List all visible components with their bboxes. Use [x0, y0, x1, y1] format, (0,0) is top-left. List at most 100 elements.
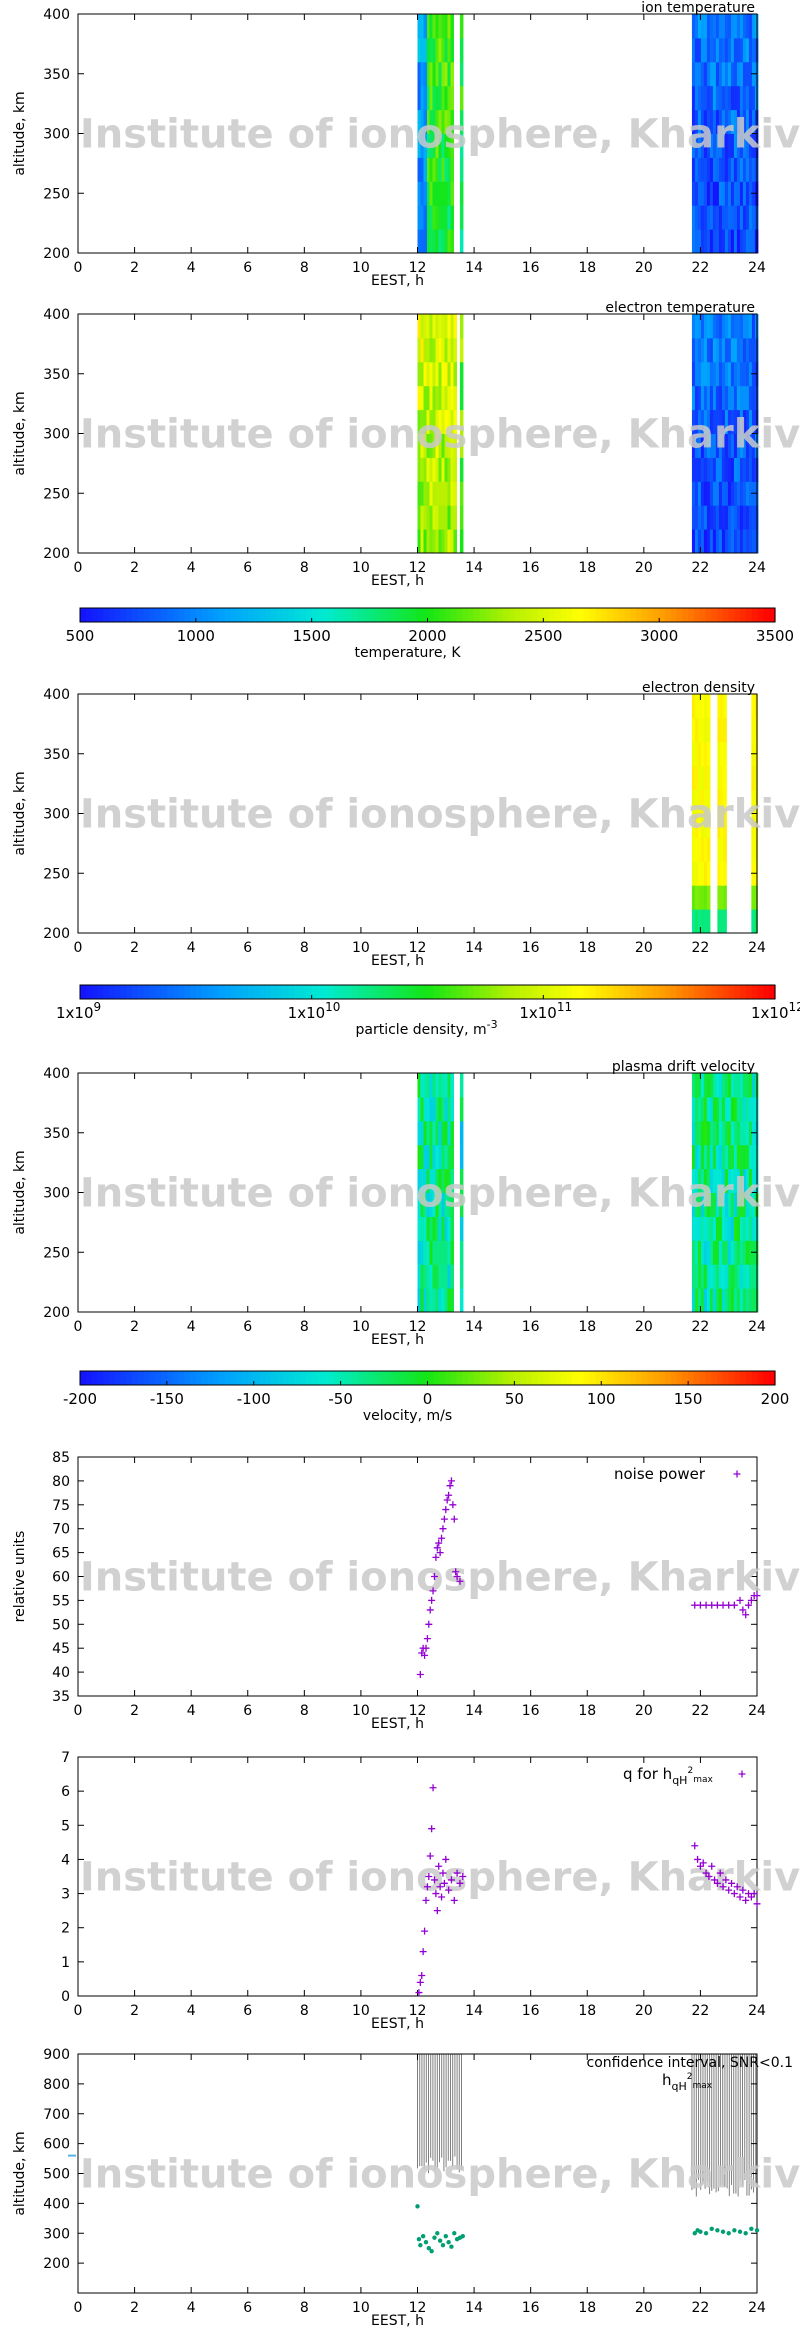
- heat-cell: [450, 1168, 454, 1193]
- heat-cell: [706, 481, 711, 506]
- heat-cell: [724, 1264, 729, 1289]
- heat-cell: [444, 1192, 448, 1217]
- y-tick-label: 200: [43, 246, 70, 262]
- heat-cell: [717, 741, 721, 767]
- heat-cell: [721, 361, 726, 387]
- x-tick-label: 12: [409, 260, 427, 276]
- colorbar-segment: [149, 1371, 156, 1385]
- colorbar-segment: [369, 985, 376, 999]
- heat-cell: [435, 1216, 439, 1241]
- heat-cell: [712, 1264, 717, 1289]
- colorbar-tick-label: 1x1012: [751, 1000, 800, 1022]
- colorbar-segment: [514, 985, 521, 999]
- heat-cell: [429, 14, 433, 39]
- heat-cell: [700, 1240, 705, 1265]
- colorbar-segment: [751, 1371, 759, 1385]
- heat-cell: [718, 109, 723, 134]
- x-tick-label: 0: [74, 2003, 83, 2019]
- heat-cell: [709, 1096, 714, 1122]
- heat-cell: [694, 1120, 699, 1146]
- heat-cell: [733, 1264, 738, 1289]
- colorbar-segment: [242, 608, 249, 622]
- colorbar-segment: [247, 985, 255, 999]
- heat-cell: [733, 1168, 738, 1193]
- heat-cell: [694, 1216, 699, 1241]
- data-point: [426, 1606, 434, 1614]
- heat-cell: [700, 813, 705, 838]
- heat-cell: [709, 314, 714, 339]
- x-tick-label: 16: [522, 2300, 540, 2316]
- heat-cell: [423, 1120, 427, 1146]
- x-tick-label: 24: [748, 260, 766, 276]
- heat-cell: [426, 505, 430, 530]
- heat-cell: [429, 361, 433, 387]
- heat-cell: [748, 1216, 753, 1241]
- heat-cell: [441, 229, 445, 254]
- heat-cell: [420, 361, 424, 387]
- data-point: [420, 2234, 426, 2239]
- colorbar-segment: [485, 985, 492, 999]
- y-tick-label: 350: [43, 747, 70, 763]
- data-point: [422, 1896, 430, 1904]
- heat-cell: [691, 1120, 696, 1146]
- heat-cell: [709, 1120, 714, 1146]
- heat-cell: [745, 109, 750, 134]
- x-tick-label: 14: [465, 1319, 483, 1335]
- heat-cell: [444, 481, 448, 506]
- heat-cell: [450, 181, 454, 206]
- heat-cell: [435, 133, 439, 158]
- heat-cell: [447, 205, 451, 230]
- heat-cell: [697, 14, 702, 39]
- x-tick-label: 18: [578, 1319, 596, 1335]
- colorbar-segment: [340, 985, 348, 999]
- heat-cell: [751, 205, 756, 230]
- colorbar-segment: [329, 985, 336, 999]
- heat-cell: [739, 1120, 744, 1146]
- heat-cell: [751, 314, 756, 339]
- heat-cell: [724, 14, 729, 39]
- heat-cell: [706, 837, 711, 862]
- data-point: [436, 1549, 444, 1557]
- heat-cell: [438, 1264, 442, 1289]
- heat-cell: [691, 529, 696, 554]
- heat-cell: [720, 765, 724, 791]
- heat-cell: [745, 529, 750, 554]
- heat-cell: [721, 1144, 726, 1170]
- heat-cell: [441, 1264, 445, 1289]
- y-tick-label: 350: [43, 367, 70, 383]
- heat-cell: [745, 133, 750, 158]
- colorbar-segment: [473, 608, 481, 622]
- heat-cell: [718, 157, 723, 182]
- heat-cell: [429, 1216, 433, 1241]
- heat-cell: [712, 1216, 717, 1241]
- colorbar-segment: [363, 1371, 371, 1385]
- heat-cell: [709, 37, 714, 63]
- x-tick-label: 14: [465, 2300, 483, 2316]
- heat-cell: [742, 1240, 747, 1265]
- heat-cell: [423, 61, 427, 87]
- heat-cell: [730, 337, 735, 363]
- colorbar-segment: [763, 1371, 770, 1385]
- heat-cell: [712, 229, 717, 254]
- heat-cell: [724, 157, 729, 182]
- heat-cell: [426, 1216, 430, 1241]
- heat-cell: [724, 1168, 729, 1193]
- colorbar-segment: [132, 608, 139, 622]
- heat-cell: [706, 109, 711, 134]
- y-tick-label: 80: [52, 1474, 70, 1490]
- heat-cell: [739, 1073, 744, 1098]
- heat-cell: [715, 505, 720, 530]
- heat-cell: [706, 505, 711, 530]
- colorbar-segment: [317, 608, 324, 622]
- heat-cell: [423, 505, 427, 530]
- colorbar-segment: [392, 1371, 400, 1385]
- heat-cell: [709, 433, 714, 458]
- heat-cell: [723, 789, 727, 814]
- heat-cell: [438, 1120, 442, 1146]
- x-tick-label: 4: [187, 940, 196, 956]
- heat-cell: [450, 157, 454, 182]
- heat-cell: [459, 481, 464, 506]
- heat-cell: [727, 1120, 732, 1146]
- heat-cell: [745, 181, 750, 206]
- colorbar-segment: [247, 608, 255, 622]
